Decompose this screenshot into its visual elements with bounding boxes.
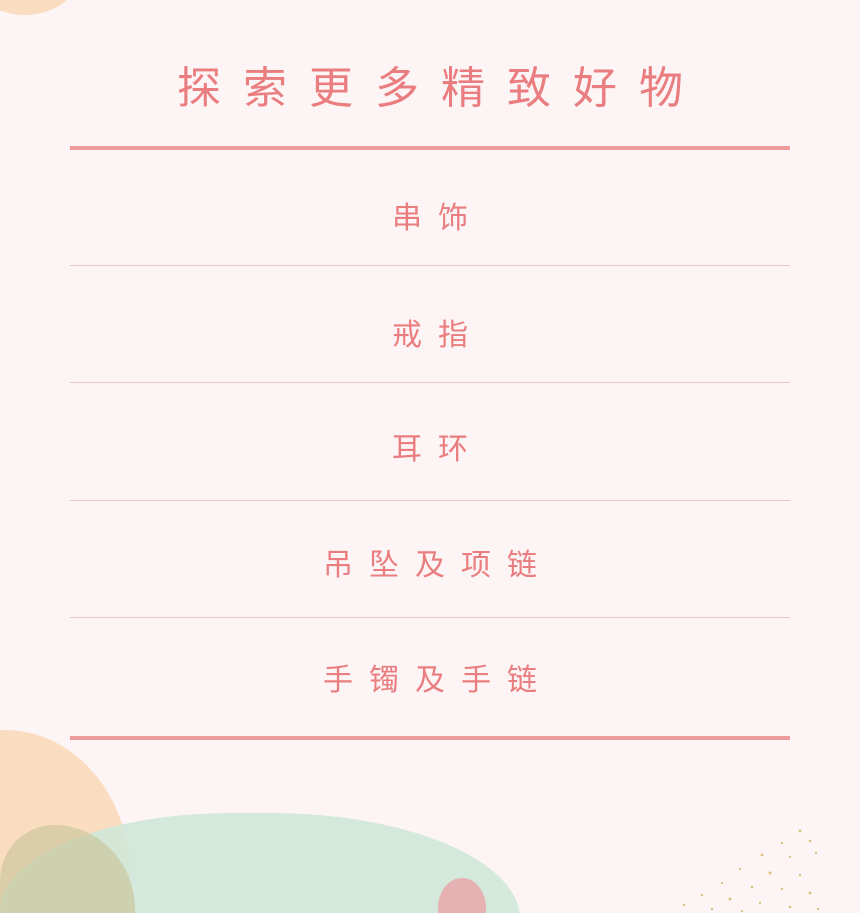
menu-item-bracelets-bangles[interactable]: 手镯及手链 (323, 663, 553, 698)
divider (70, 265, 790, 266)
menu-item-earrings[interactable]: 耳环 (392, 432, 484, 467)
top-divider (70, 146, 790, 150)
divider (70, 382, 790, 383)
gold-speckle-dots (682, 829, 820, 913)
page-title: 探索更多精致好物 (177, 63, 705, 114)
menu-item-pendants-necklaces[interactable]: 吊坠及项链 (323, 548, 553, 583)
bottom-divider (70, 736, 790, 740)
divider (70, 617, 790, 618)
menu-item-strings[interactable]: 串饰 (392, 201, 484, 236)
menu-item-rings[interactable]: 戒指 (392, 318, 484, 353)
top-left-peach-blob (0, 0, 80, 15)
divider (70, 500, 790, 501)
